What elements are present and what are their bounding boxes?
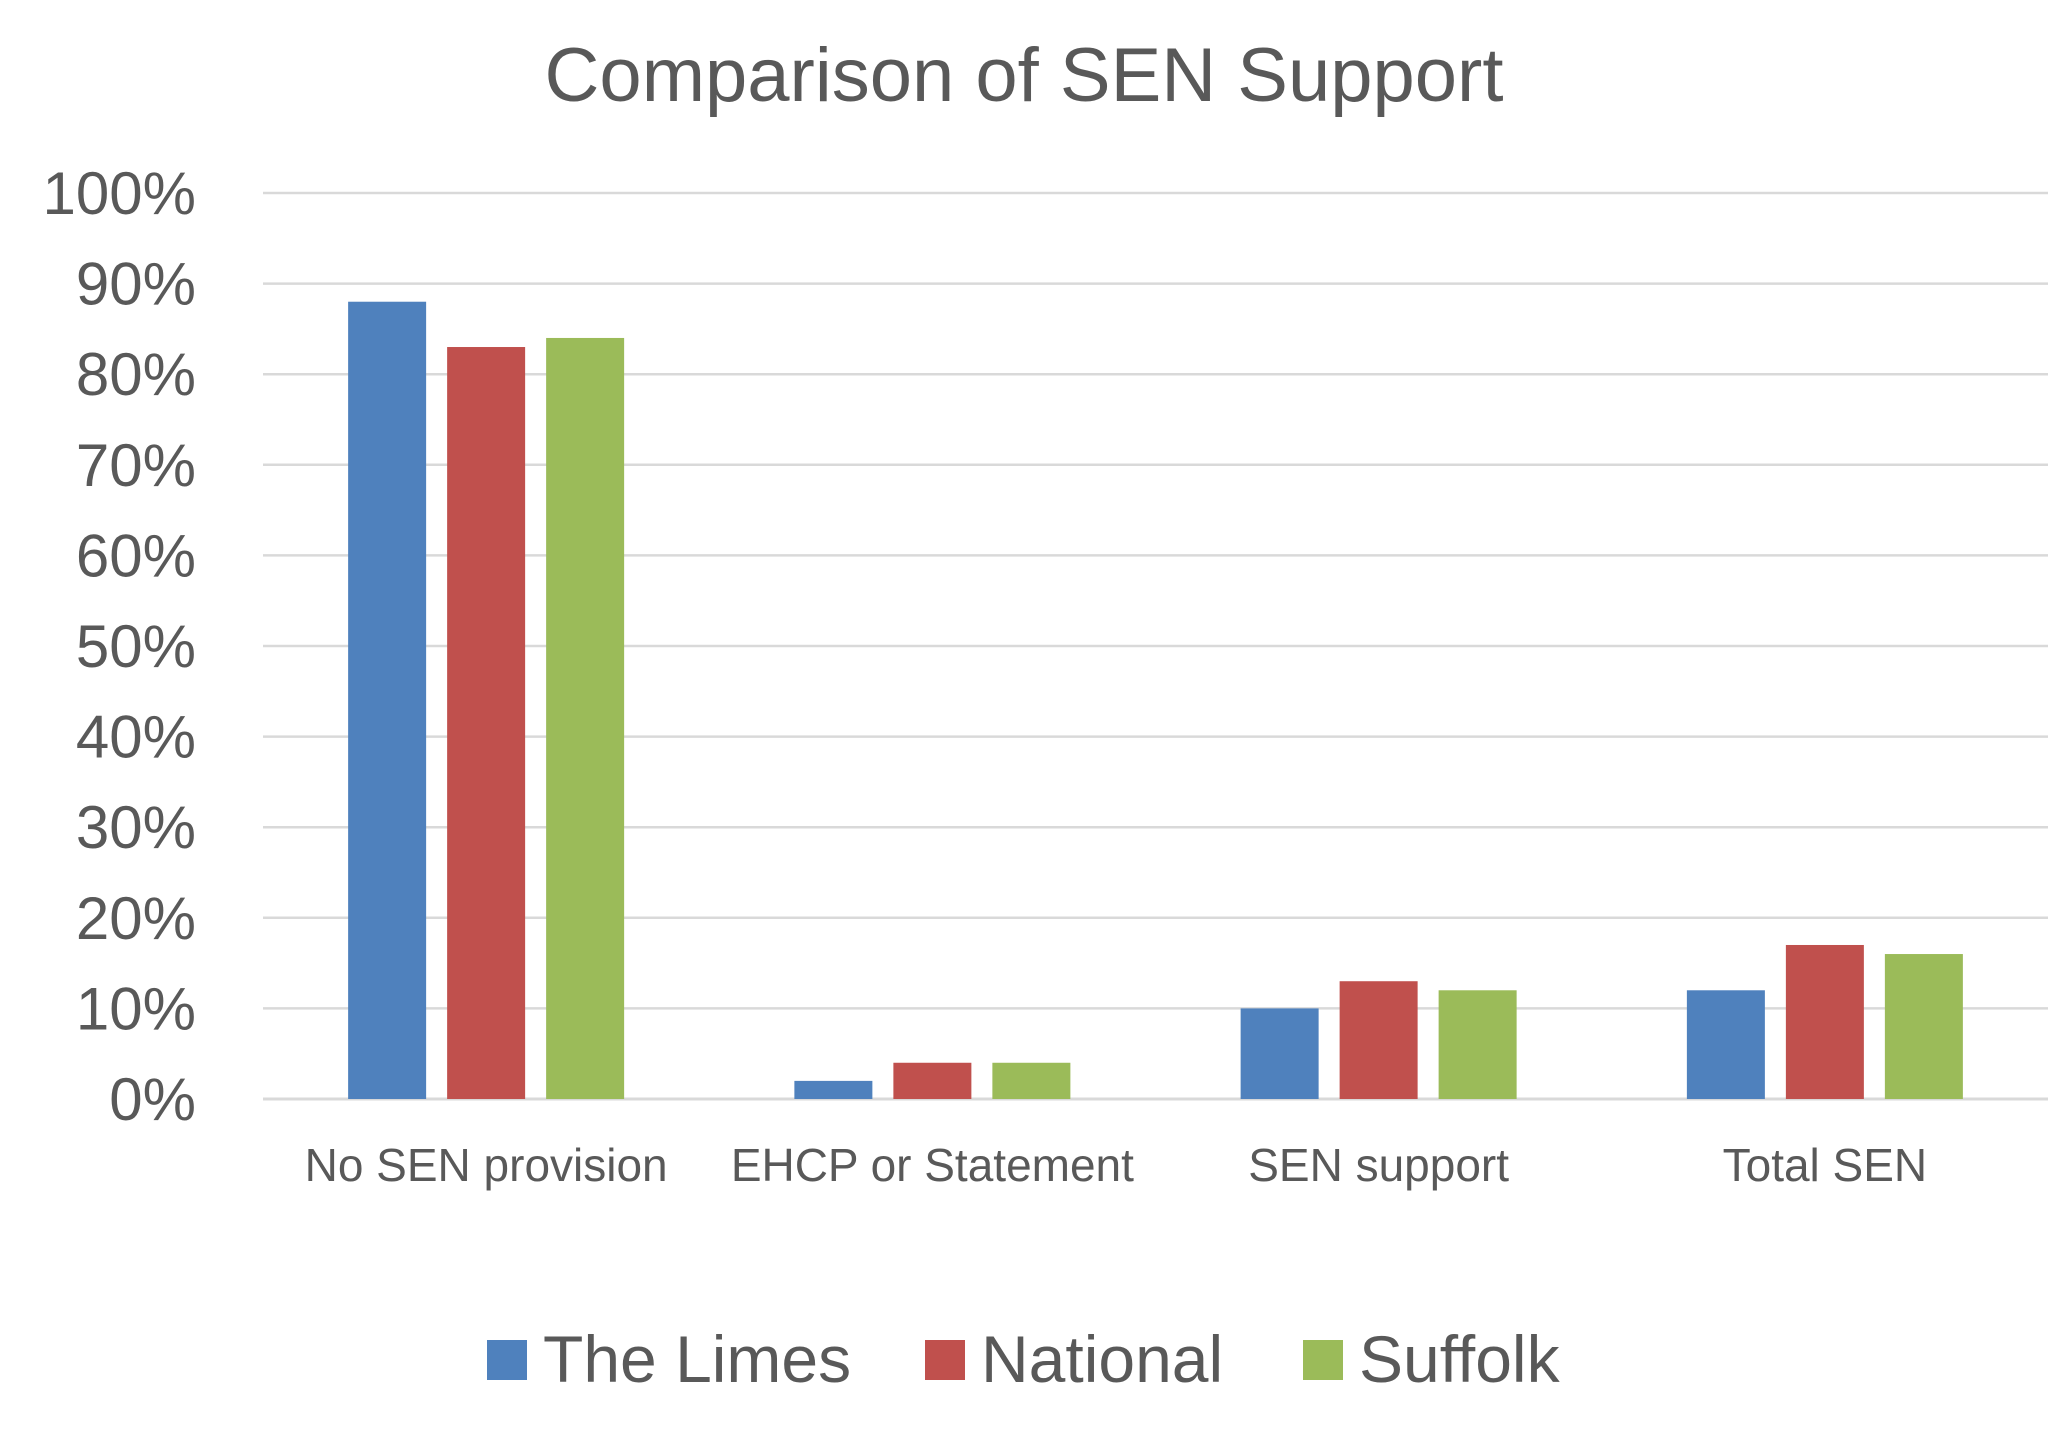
y-tick-label: 0% — [109, 1066, 196, 1133]
legend: The Limes National Suffolk — [487, 1322, 1561, 1396]
x-axis-categories: No SEN provision EHCP or Statement SEN sup… — [305, 1139, 1928, 1191]
y-tick-label: 30% — [76, 794, 196, 861]
bar-national-2 — [1339, 981, 1418, 1099]
bars — [348, 301, 1963, 1100]
bar-suffolk-1 — [992, 1062, 1071, 1099]
y-tick-label: 80% — [76, 341, 196, 408]
legend-swatch — [1303, 1340, 1343, 1380]
y-tick-label: 60% — [76, 522, 196, 589]
y-tick-label: 70% — [76, 432, 196, 499]
bar-national-3 — [1785, 944, 1864, 1099]
bar-suffolk-2 — [1438, 990, 1517, 1099]
bar-suffolk-0 — [546, 337, 625, 1100]
y-tick-label: 10% — [76, 975, 196, 1042]
y-tick-label: 100% — [43, 160, 196, 227]
legend-label: The Limes — [543, 1322, 851, 1396]
y-tick-label: 20% — [76, 885, 196, 952]
legend-label: National — [981, 1322, 1223, 1396]
bar-suffolk-3 — [1884, 954, 1963, 1099]
bar-the-limes-1 — [794, 1080, 873, 1099]
legend-label: Suffolk — [1359, 1322, 1561, 1396]
x-category-label: EHCP or Statement — [731, 1139, 1134, 1191]
bar-the-limes-3 — [1686, 990, 1765, 1099]
legend-swatch — [487, 1340, 527, 1380]
y-tick-label: 90% — [76, 251, 196, 318]
x-category-label: No SEN provision — [305, 1139, 668, 1191]
y-tick-label: 50% — [76, 613, 196, 680]
bar-the-limes-2 — [1240, 1008, 1319, 1099]
x-category-label: SEN support — [1248, 1139, 1509, 1191]
legend-swatch — [925, 1340, 965, 1380]
bar-national-0 — [447, 347, 526, 1099]
bar-the-limes-0 — [348, 301, 427, 1100]
bar-national-1 — [893, 1062, 972, 1099]
chart-title: Comparison of SEN Support — [545, 33, 1504, 118]
y-tick-label: 40% — [76, 704, 196, 771]
y-axis-ticks: 0% 10% 20% 30% 40% 50% 60% 70% 80% 90% 100% — [43, 160, 196, 1133]
x-category-label: Total SEN — [1723, 1139, 1928, 1191]
gridlines — [263, 191, 2048, 1101]
